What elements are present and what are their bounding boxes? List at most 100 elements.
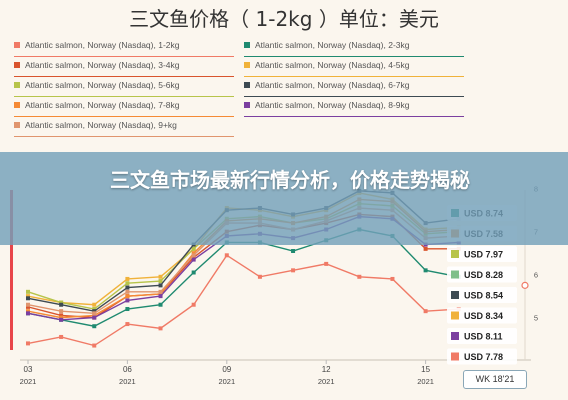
data-point [191,302,196,307]
data-point [92,313,97,318]
data-point [324,261,329,266]
x-tick-year: 2021 [20,377,37,386]
data-point [26,289,30,294]
data-point [191,255,196,260]
data-point [125,307,130,312]
data-point [59,317,64,322]
value-label-swatch [451,332,459,340]
legend-item[interactable]: Atlantic salmon, Norway (Nasdaq), 9+kg [14,120,234,140]
x-tick-year: 2021 [218,377,235,386]
data-point [125,281,130,286]
legend-underline [14,95,234,97]
data-point [158,302,163,307]
data-point [423,268,428,273]
week-indicator[interactable]: WK 18'21 [463,370,527,389]
legend-item[interactable]: Atlantic salmon, Norway (Nasdaq), 8-9kg [244,100,464,120]
legend-swatch [244,82,250,88]
legend-label: Atlantic salmon, Norway (Nasdaq), 5-6kg [25,80,180,90]
y-tick-label: 6 [534,271,538,280]
legend-swatch [14,62,20,68]
legend-item[interactable]: Atlantic salmon, Norway (Nasdaq), 6-7kg [244,80,464,100]
data-point [191,253,196,258]
data-point [125,298,130,303]
cursor-marker [521,281,529,289]
series-line [27,254,459,347]
value-label-box [447,287,517,303]
data-point [158,291,163,296]
value-label-swatch [451,270,459,279]
data-point [357,274,362,279]
data-point [26,304,30,309]
legend-swatch [14,82,20,88]
legend-underline [244,55,464,57]
data-point [125,289,130,294]
data-point [125,276,130,281]
y-tick-label: 5 [534,314,538,323]
data-point [390,276,395,281]
legend-underline [244,75,464,77]
legend: Atlantic salmon, Norway (Nasdaq), 1-2kg A… [14,40,474,137]
value-label: USD 8.34 [464,311,503,321]
data-point [59,313,64,318]
data-point [26,309,30,314]
value-label-swatch [451,291,459,299]
data-point [92,343,97,348]
x-tick-label: 09 [222,365,231,374]
legend-label: Atlantic salmon, Norway (Nasdaq), 8-9kg [255,100,410,110]
value-label-box [447,348,517,365]
x-tick-label: 12 [322,365,331,374]
legend-label: Atlantic salmon, Norway (Nasdaq), 1-2kg [25,40,180,50]
legend-label: Atlantic salmon, Norway (Nasdaq), 7-8kg [25,100,180,110]
data-point [191,251,196,256]
value-label: USD 8.54 [464,291,503,301]
x-tick-year: 2021 [417,377,434,386]
data-point [191,246,196,251]
headline-text: 三文鱼市场最新行情分析，价格走势揭秘 [110,168,470,192]
value-label-swatch [451,311,459,320]
data-point [59,300,64,305]
legend-item[interactable]: Atlantic salmon, Norway (Nasdaq), 5-6kg [14,80,234,100]
data-point [158,326,163,331]
data-point [92,315,97,320]
data-point [423,309,428,314]
x-tick-label: 06 [123,365,132,374]
legend-underline [14,135,234,137]
x-tick-year: 2021 [318,377,335,386]
data-point [158,283,163,288]
value-label-box [447,328,517,344]
legend-underline [244,115,464,117]
legend-item[interactable]: Atlantic salmon, Norway (Nasdaq), 3-4kg [14,60,234,80]
data-point [191,257,196,262]
legend-item[interactable]: Atlantic salmon, Norway (Nasdaq), 2-3kg [244,40,464,60]
data-point [59,315,64,320]
data-point [158,279,163,284]
legend-swatch [14,102,20,108]
data-point [158,294,163,299]
legend-swatch [244,42,250,48]
data-point [26,302,30,307]
data-point [224,253,229,258]
legend-swatch [14,42,20,48]
legend-underline [14,55,234,57]
legend-underline [14,115,234,117]
legend-label: Atlantic salmon, Norway (Nasdaq), 4-5kg [255,60,410,70]
legend-item[interactable]: Atlantic salmon, Norway (Nasdaq), 1-2kg [14,40,234,60]
data-point [291,249,296,253]
data-point [191,270,196,275]
data-point [92,324,97,329]
value-label: USD 8.28 [464,270,503,280]
value-label: USD 8.11 [464,332,503,342]
data-point [257,274,262,279]
data-point [291,268,296,273]
legend-item[interactable]: Atlantic salmon, Norway (Nasdaq), 4-5kg [244,60,464,80]
legend-swatch [244,62,250,68]
legend-item[interactable]: Atlantic salmon, Norway (Nasdaq), 7-8kg [14,100,234,120]
highlight-bar [10,190,13,350]
value-label-swatch [451,352,459,361]
data-point [423,246,428,251]
data-point [26,311,30,316]
x-tick-label: 15 [421,365,430,374]
data-point [59,302,64,307]
data-point [59,309,64,314]
